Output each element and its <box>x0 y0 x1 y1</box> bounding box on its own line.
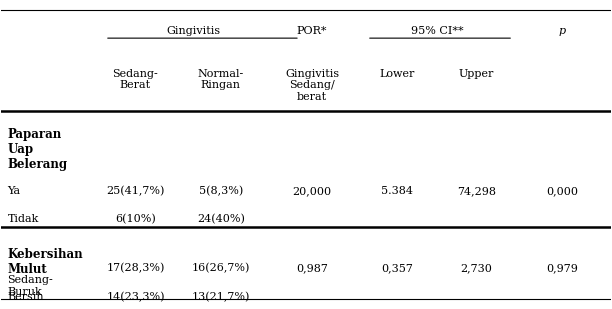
Text: 17(28,3%): 17(28,3%) <box>106 263 165 273</box>
Text: 14(23,3%): 14(23,3%) <box>106 292 165 302</box>
Text: Bersih: Bersih <box>7 292 44 302</box>
Text: 25(41,7%): 25(41,7%) <box>106 186 165 197</box>
Text: 0,357: 0,357 <box>381 263 413 273</box>
Text: 24(40%): 24(40%) <box>197 214 245 224</box>
Text: Gingivitis
Sedang/
berat: Gingivitis Sedang/ berat <box>285 69 339 102</box>
Text: Gingivitis: Gingivitis <box>166 26 220 36</box>
Text: POR*: POR* <box>297 26 327 36</box>
Text: 5.384: 5.384 <box>381 186 413 196</box>
Text: Paparan
Uap
Belerang: Paparan Uap Belerang <box>7 129 67 171</box>
Text: Ya: Ya <box>7 186 21 196</box>
Text: Upper: Upper <box>459 69 494 79</box>
Text: Sedang-
Buruk: Sedang- Buruk <box>7 275 53 297</box>
Text: 20,000: 20,000 <box>293 186 332 196</box>
Text: Kebersihan
Mulut: Kebersihan Mulut <box>7 248 83 276</box>
Text: 0,979: 0,979 <box>546 263 578 273</box>
Text: 13(21,7%): 13(21,7%) <box>192 292 250 302</box>
Text: Lower: Lower <box>379 69 415 79</box>
Text: 0,987: 0,987 <box>296 263 328 273</box>
Text: 5(8,3%): 5(8,3%) <box>198 186 243 197</box>
Text: 0,000: 0,000 <box>546 186 578 196</box>
Text: 2,730: 2,730 <box>461 263 493 273</box>
Text: Tidak: Tidak <box>7 214 39 224</box>
Text: 16(26,7%): 16(26,7%) <box>192 263 250 273</box>
Text: 95% CI**: 95% CI** <box>411 26 463 36</box>
Text: 6(10%): 6(10%) <box>115 214 156 224</box>
Text: 74,298: 74,298 <box>457 186 496 196</box>
Text: p: p <box>558 26 565 36</box>
Text: Sedang-
Berat: Sedang- Berat <box>113 69 159 90</box>
Text: Normal-
Ringan: Normal- Ringan <box>198 69 244 90</box>
